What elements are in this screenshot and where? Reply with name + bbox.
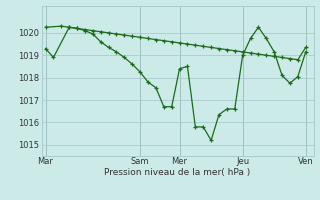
X-axis label: Pression niveau de la mer( hPa ): Pression niveau de la mer( hPa ) (104, 168, 251, 177)
